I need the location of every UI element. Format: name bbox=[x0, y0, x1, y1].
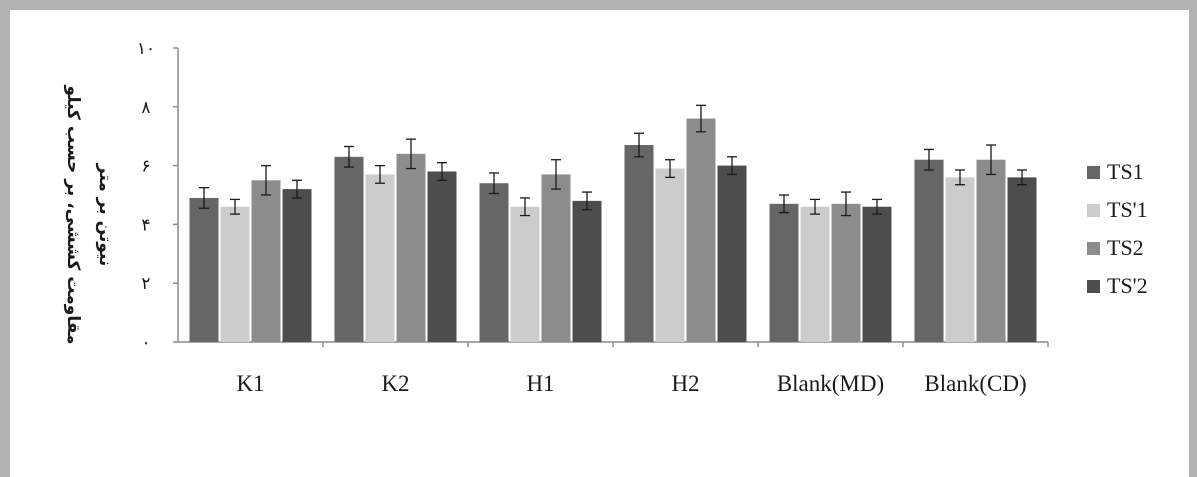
legend-label: TS2 bbox=[1107, 235, 1144, 260]
y-tick-label: ۶ bbox=[141, 157, 150, 177]
y-tick-label: ۸ bbox=[141, 98, 150, 118]
x-category-label: Blank(CD) bbox=[924, 371, 1026, 396]
error-bars bbox=[199, 104, 1027, 217]
legend-swatch bbox=[1087, 280, 1100, 293]
x-category-label: K2 bbox=[381, 371, 409, 396]
bar bbox=[1007, 177, 1037, 342]
bar bbox=[862, 206, 892, 342]
bar bbox=[282, 189, 312, 342]
y-axis-label: مقاومت کششی، بر حسب کیلو نیوتن بر متر bbox=[63, 85, 115, 345]
bar bbox=[427, 171, 457, 342]
bar bbox=[189, 197, 219, 342]
bar bbox=[945, 177, 975, 342]
bar bbox=[334, 156, 364, 342]
y-axis-ticks: ۰ ۲ ۴ ۶ ۸ ۱۰ bbox=[137, 39, 178, 353]
y-tick-label: ۴ bbox=[141, 215, 150, 235]
bar-series bbox=[189, 118, 1037, 342]
y-tick-label: ۲ bbox=[141, 274, 150, 294]
bar bbox=[624, 145, 654, 342]
legend: TS1 TS'1 TS2 TS'2 bbox=[1087, 159, 1148, 298]
bar bbox=[976, 159, 1006, 342]
x-category-label: H1 bbox=[526, 371, 554, 396]
legend-swatch bbox=[1087, 166, 1100, 179]
bar bbox=[831, 203, 861, 342]
y-axis-label-line-1: مقاومت کششی، بر حسب کیلو bbox=[63, 85, 83, 345]
bar bbox=[396, 153, 426, 342]
bar bbox=[800, 206, 830, 342]
frame-border-right bbox=[1189, 0, 1197, 477]
bar bbox=[717, 165, 747, 342]
bar bbox=[479, 183, 509, 342]
bar bbox=[655, 168, 685, 342]
bar bbox=[251, 180, 281, 342]
bar bbox=[365, 174, 395, 342]
bar bbox=[220, 206, 250, 342]
frame-border-top bbox=[0, 0, 1197, 10]
frame-border-left bbox=[0, 0, 10, 477]
y-tick-label: ۰ bbox=[141, 333, 150, 353]
legend-swatch bbox=[1087, 204, 1100, 217]
x-axis-categories: K1 K2 H1 H2 Blank(MD) Blank(CD) bbox=[236, 342, 1049, 396]
x-category-label: H2 bbox=[671, 371, 699, 396]
bar bbox=[686, 118, 716, 342]
legend-label: TS1 bbox=[1107, 159, 1144, 184]
y-axis-label-line-2: نیوتن بر متر bbox=[95, 163, 115, 267]
bar bbox=[541, 174, 571, 342]
bar bbox=[914, 159, 944, 342]
bar bbox=[510, 206, 540, 342]
legend-label: TS'1 bbox=[1107, 197, 1148, 222]
bar bbox=[769, 203, 799, 342]
x-category-label: K1 bbox=[236, 371, 264, 396]
x-category-label: Blank(MD) bbox=[777, 371, 884, 396]
y-tick-label: ۱۰ bbox=[137, 39, 155, 59]
legend-label: TS'2 bbox=[1107, 273, 1148, 298]
bar bbox=[572, 200, 602, 342]
legend-swatch bbox=[1087, 242, 1100, 255]
